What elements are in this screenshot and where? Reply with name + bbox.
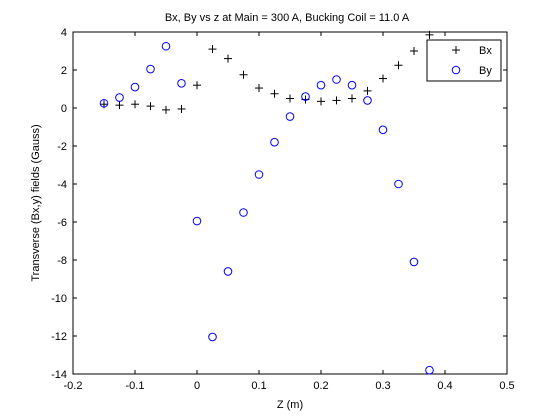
point-bx	[115, 101, 124, 110]
legend-label-bx: Bx	[479, 45, 492, 57]
y-tick-label: -2	[57, 141, 67, 153]
point-by	[192, 216, 202, 226]
y-tick-label: 2	[61, 65, 67, 77]
point-bx	[332, 96, 341, 105]
point-bx	[425, 30, 434, 39]
point-by	[285, 112, 295, 121]
x-tick-label: -0.1	[126, 380, 145, 392]
point-by	[301, 92, 310, 101]
point-by	[99, 98, 109, 108]
point-bx	[410, 47, 418, 55]
y-tick-label: -14	[51, 369, 67, 381]
axis-ticks: -0.2 -0.1 0 0.1 0.2 0.3 0.4 0.5 -14 -12 -10 -8 -6 -4 -…	[51, 27, 515, 392]
plot-area: -0.2 -0.1 0 0.1 0.2 0.3 0.4 0.5 -14 -12 -10 -8 -6 -4 -…	[51, 27, 515, 392]
point-by	[347, 80, 357, 90]
point-by	[177, 79, 186, 88]
point-by	[394, 179, 403, 189]
series-bx	[100, 30, 434, 114]
point-bx	[131, 100, 139, 109]
point-bx	[208, 45, 217, 54]
point-by	[223, 267, 233, 276]
axes-box	[72, 31, 508, 375]
y-tick-label: -4	[57, 179, 67, 191]
x-axis-label: Z (m)	[277, 399, 303, 411]
x-tick-label: 0.3	[375, 380, 390, 392]
point-by	[239, 208, 248, 217]
y-axis-label: Transverse (Bx,y) fields (Gauss)	[30, 124, 42, 281]
point-by	[425, 365, 434, 375]
y-tick-label: -12	[51, 331, 67, 343]
point-by	[130, 82, 140, 92]
point-by	[254, 170, 264, 179]
point-by	[161, 41, 171, 51]
y-tick-label: -6	[57, 217, 67, 229]
point-by	[115, 93, 124, 102]
point-bx	[363, 86, 372, 95]
y-tick-label: 0	[61, 103, 67, 115]
point-by	[146, 64, 155, 74]
x-tick-label: -0.2	[64, 380, 83, 392]
point-by	[270, 137, 279, 147]
point-bx	[224, 54, 232, 63]
chart-title: Bx, By vs z at Main = 300 A, Bucking Coi…	[165, 12, 410, 24]
legend-box	[426, 39, 502, 82]
point-bx	[177, 104, 186, 113]
point-bx	[379, 74, 387, 83]
point-by	[409, 257, 419, 267]
x-tick-label: 0.2	[313, 380, 328, 392]
point-by	[208, 332, 217, 342]
x-tick-label: 0	[194, 380, 200, 392]
point-bx	[193, 81, 201, 90]
series-by	[99, 41, 434, 375]
y-tick-label: 4	[61, 27, 67, 39]
point-bx	[348, 94, 356, 103]
point-by	[316, 80, 326, 90]
legend-marker-by	[451, 65, 461, 75]
point-bx	[239, 70, 248, 79]
point-by	[332, 75, 341, 84]
x-tick-label: 0.4	[437, 380, 452, 392]
point-bx	[286, 94, 294, 103]
y-tick-label: -10	[51, 293, 67, 305]
y-tick-label: -8	[57, 255, 67, 267]
point-bx	[255, 84, 263, 93]
legend: Bx By	[426, 39, 502, 82]
point-by	[363, 96, 372, 105]
point-bx	[146, 102, 155, 111]
point-bx	[270, 89, 279, 98]
data-marks	[99, 30, 434, 375]
x-tick-label: 0.5	[499, 380, 514, 392]
x-tick-label: 0.1	[251, 380, 266, 392]
point-bx	[317, 97, 325, 106]
legend-marker-bx	[452, 46, 460, 54]
point-bx	[394, 61, 403, 70]
point-bx	[162, 105, 170, 114]
legend-label-by: By	[479, 65, 492, 77]
point-by	[378, 125, 388, 135]
